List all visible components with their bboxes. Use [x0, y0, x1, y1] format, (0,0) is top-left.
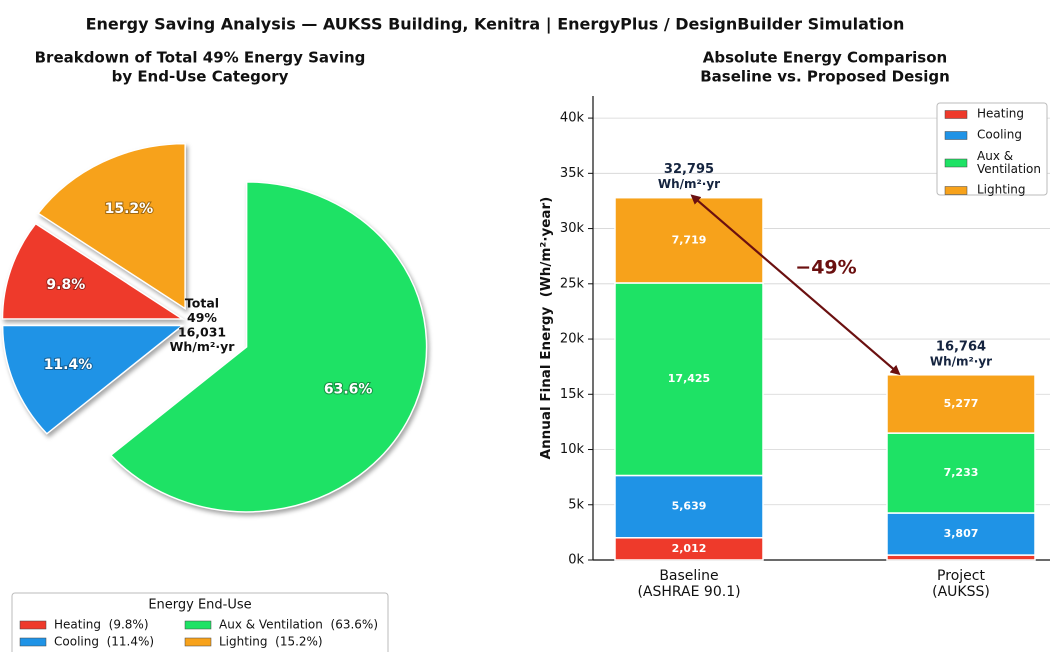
legend-label: Cooling	[977, 128, 1022, 142]
total-label: 16,764	[936, 339, 986, 354]
pie-slice	[109, 181, 428, 513]
legend-box	[936, 102, 1048, 196]
total-label: 32,795	[664, 162, 714, 177]
legend-label: Heating	[977, 107, 1024, 121]
legend-label: Lighting	[977, 183, 1026, 197]
y-axis-label: Annual Final Energy (Wh/m²·year)	[538, 197, 554, 460]
segment-label: 17,425	[668, 372, 710, 385]
legend-swatch	[184, 620, 212, 630]
x-tick-label: (AUKSS)	[932, 584, 990, 600]
total-unit: Wh/m²·yr	[658, 177, 720, 191]
legend-swatch	[944, 158, 968, 168]
y-tick-label: 35k	[560, 166, 585, 181]
x-tick-label: Baseline	[659, 568, 718, 584]
slice-label: 11.4%	[44, 357, 93, 373]
legend-label: Aux & Ventilation	[977, 149, 1041, 176]
y-tick-label: 20k	[560, 332, 585, 347]
legend-swatch	[184, 637, 212, 647]
legend-swatch	[944, 110, 968, 119]
legend-label: Cooling (11.4%)	[54, 635, 154, 649]
legend-swatch	[19, 637, 47, 647]
segment-label: 7,233	[944, 466, 979, 479]
segment-label: 5,277	[944, 397, 979, 410]
legend-swatch	[19, 620, 47, 630]
bar-segment	[886, 432, 1036, 514]
y-tick-label: 5k	[568, 497, 584, 512]
x-tick-label: Project	[937, 568, 985, 584]
y-tick-label: 10k	[560, 442, 585, 457]
x-tick-label: (ASHRAE 90.1)	[637, 584, 740, 600]
bar-title: Absolute Energy Comparison	[703, 49, 947, 67]
pie-slice	[37, 142, 186, 311]
legend-label: Aux & Ventilation (63.6%)	[219, 618, 378, 632]
y-tick-label: 25k	[560, 276, 585, 291]
figure-title: Energy Saving Analysis — AUKSS Building,…	[86, 15, 905, 35]
legend-swatch	[944, 186, 968, 195]
legend-title: Energy End-Use	[148, 598, 251, 613]
pie-title: by End-Use Category	[112, 68, 289, 86]
bar-title: Baseline vs. Proposed Design	[700, 68, 950, 86]
slice-label: 63.6%	[324, 381, 373, 397]
legend-swatch	[944, 131, 968, 140]
center-text: 16,031	[178, 325, 226, 340]
bar-segment	[886, 512, 1036, 556]
center-text: 49%	[187, 310, 217, 325]
center-text: Wh/m²·yr	[170, 339, 236, 354]
y-tick-label: 30k	[560, 221, 585, 236]
slice-label: 15.2%	[105, 201, 154, 217]
pie-slice	[1, 222, 186, 320]
reduction-arrow	[690, 194, 901, 376]
total-unit: Wh/m²·yr	[930, 354, 992, 368]
reduction-label: −49%	[795, 257, 856, 279]
segment-label: 5,639	[672, 500, 707, 513]
bar-segment	[886, 374, 1036, 434]
legend-label: Lighting (15.2%)	[219, 635, 323, 649]
legend-label: Heating (9.8%)	[54, 618, 149, 632]
center-text: Total	[185, 296, 219, 311]
y-tick-label: 15k	[560, 387, 585, 402]
segment-label: 3,807	[944, 527, 979, 540]
pie-slice	[1, 324, 185, 435]
segment-label: 2,012	[672, 542, 707, 555]
y-tick-label: 40k	[560, 111, 585, 126]
slice-label: 9.8%	[46, 277, 85, 293]
y-tick-label: 0k	[568, 553, 584, 568]
pie-title: Breakdown of Total 49% Energy Saving	[35, 49, 366, 67]
segment-label: 7,719	[672, 233, 707, 246]
